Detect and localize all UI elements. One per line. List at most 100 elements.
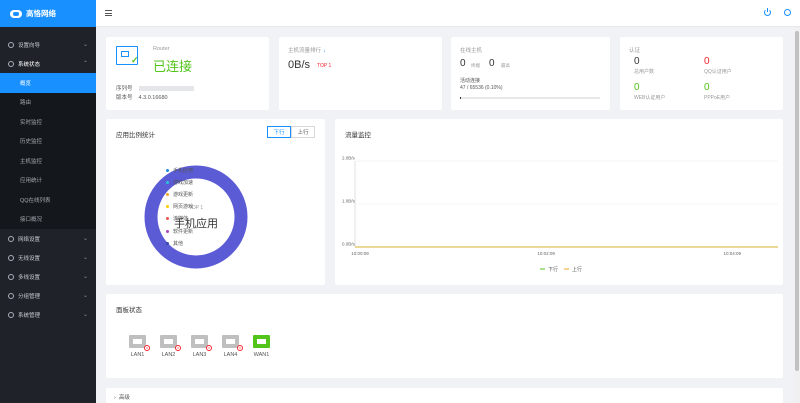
menu-group-groups[interactable]: 分组管理 ⌄: [0, 286, 96, 305]
legend-label: 游戏加速: [173, 179, 194, 186]
disconnected-icon: ×: [206, 345, 212, 351]
tab-upload[interactable]: 上行: [291, 126, 315, 138]
y-tick-label: 2.0B/s: [342, 156, 356, 161]
total-users-label: 总用户数: [634, 69, 655, 75]
port-lan1[interactable]: × LAN1: [122, 335, 153, 358]
menu-toggle-icon[interactable]: [105, 10, 112, 16]
network-icon: [8, 235, 14, 242]
port-label: LAN2: [161, 352, 176, 358]
status-submenu: 概览 路由 实时监控 历史监控 主机监控 应用统计 QQ在线列表 接口概况: [0, 73, 96, 229]
traffic-title[interactable]: 主机流量排行 ↓: [288, 46, 326, 54]
pppoe-users-label: PPPoE用户: [704, 95, 731, 101]
top-bar: [96, 0, 800, 27]
chevron-down-icon: ⌄: [82, 312, 88, 318]
gear-icon: [8, 311, 14, 318]
x-tick-label: 10:00:09: [351, 251, 369, 256]
sidebar-item-route[interactable]: 路由: [20, 100, 32, 107]
online-count: 0: [460, 58, 466, 69]
chevron-down-icon: ⌄: [82, 255, 88, 261]
chevron-down-icon: ⌄: [82, 42, 88, 48]
menu-group-label: 无线设置: [18, 255, 41, 262]
wizard-icon: [8, 41, 14, 48]
legend-item[interactable]: 流媒体: [166, 213, 193, 225]
port-label: LAN1: [130, 352, 145, 358]
legend-dot: [166, 180, 169, 184]
scrollbar-thumb[interactable]: [795, 31, 799, 371]
scrollbar[interactable]: [794, 27, 800, 403]
menu-group-wizard[interactable]: 设置向导 ⌄: [0, 35, 96, 54]
serial-row: 序列号: [116, 84, 194, 92]
port-wan1[interactable]: WAN1: [246, 335, 277, 358]
legend-item[interactable]: 网页游戏: [166, 201, 193, 213]
disconnected-icon: ×: [175, 345, 181, 351]
settings-icon[interactable]: [784, 9, 791, 16]
direction-toggle: 下行 上行: [267, 126, 315, 138]
online-label: 终端: [471, 63, 480, 68]
legend-item[interactable]: 游戏加速: [166, 176, 193, 188]
traffic-card: 主机流量排行 ↓ 0B/s TOP 1: [279, 37, 442, 110]
cloud-logo-icon: [10, 9, 22, 18]
port-lan2[interactable]: × LAN2: [153, 335, 184, 358]
legend-item[interactable]: 其他: [166, 237, 193, 249]
menu-group-label: 系统管理: [18, 312, 41, 319]
legend-dot: [166, 192, 169, 196]
serial-label: 序列号: [116, 86, 133, 92]
port-lan4[interactable]: × LAN4: [215, 335, 246, 358]
menu-group-status[interactable]: 系统状态 ⌃: [0, 54, 96, 73]
ethernet-port-icon: ×: [222, 335, 243, 351]
sidebar-item-qq-online[interactable]: QQ在线列表: [20, 197, 51, 204]
conn-value: 47 / 65536 (0.10%): [460, 85, 503, 91]
brand[interactable]: 高恪网络: [0, 0, 96, 27]
legend-label: 下行: [548, 266, 558, 273]
legend-label: 手机应用: [173, 167, 194, 174]
legend-item[interactable]: 手机应用: [166, 164, 193, 176]
advanced-card[interactable]: › 高级: [106, 388, 783, 403]
flow-title: 流量监控: [345, 132, 371, 139]
advanced-toggle[interactable]: › 高级: [114, 393, 130, 401]
sidebar-item-history[interactable]: 历史监控: [20, 139, 43, 146]
y-tick-label: 0.0B/s: [342, 242, 356, 247]
menu-group-network[interactable]: 网络设置 ⌄: [0, 229, 96, 248]
router-icon: [116, 46, 139, 66]
sidebar-item-overview[interactable]: 概览: [0, 73, 96, 93]
legend-dot: [166, 217, 169, 221]
hosts-title: 在线主机: [460, 48, 483, 54]
chevron-down-icon: ⌄: [82, 236, 88, 242]
hosts-card: 在线主机 0 终端 0 最高 活动连接 47 / 65536 (0.10%): [451, 37, 610, 110]
donut-top-label: TOP 1: [189, 205, 203, 211]
sidebar-item-interfaces[interactable]: 接口概况: [20, 217, 43, 224]
sidebar-item-realtime[interactable]: 实时监控: [20, 119, 43, 126]
ethernet-port-icon: ×: [160, 335, 181, 351]
x-tick-label: 10:04:09: [723, 251, 741, 256]
qq-users-label: QQ认证用户: [704, 69, 732, 75]
app-stats-title: 应用比例统计: [116, 132, 155, 139]
tab-download[interactable]: 下行: [267, 126, 291, 138]
panel-card: 面板状态 × LAN1 × LAN2 × LAN3 × LAN4 WAN1: [106, 294, 783, 378]
brand-name: 高恪网络: [26, 9, 56, 18]
panel-title: 面板状态: [116, 307, 142, 314]
legend-dot: [166, 229, 169, 233]
max-count: 0: [489, 58, 495, 69]
legend-dot: [166, 241, 169, 245]
sidebar-item-host-monitor[interactable]: 主机监控: [20, 158, 43, 165]
sidebar-item-app-stats[interactable]: 应用统计: [20, 178, 43, 185]
ethernet-port-icon: ×: [129, 335, 150, 351]
menu-group-multiline[interactable]: 多线设置 ⌄: [0, 267, 96, 286]
pppoe-users: 0: [704, 82, 710, 93]
port-list: × LAN1 × LAN2 × LAN3 × LAN4 WAN1: [122, 335, 277, 358]
power-icon[interactable]: [764, 8, 771, 16]
top-tag: TOP 1: [317, 63, 332, 69]
legend-item[interactable]: 软件更新: [166, 225, 193, 237]
max-label: 最高: [501, 63, 510, 68]
legend-item[interactable]: 游戏更新: [166, 188, 193, 200]
flow-chart: 2.0B/s 1.0B/s 0.0B/s 10:00:09 10:02:09 10:04:…: [342, 156, 778, 273]
legend-label: 游戏更新: [173, 191, 194, 198]
menu-group-system[interactable]: 系统管理 ⌄: [0, 305, 96, 324]
legend-label: 流媒体: [173, 216, 189, 223]
multiline-icon: [8, 273, 14, 280]
legend-label: 网页游戏: [173, 204, 194, 211]
menu-group-wireless[interactable]: 无线设置 ⌄: [0, 248, 96, 267]
port-lan3[interactable]: × LAN3: [184, 335, 215, 358]
serial-redacted: [138, 86, 194, 92]
menu-group-label: 网络设置: [18, 236, 41, 243]
